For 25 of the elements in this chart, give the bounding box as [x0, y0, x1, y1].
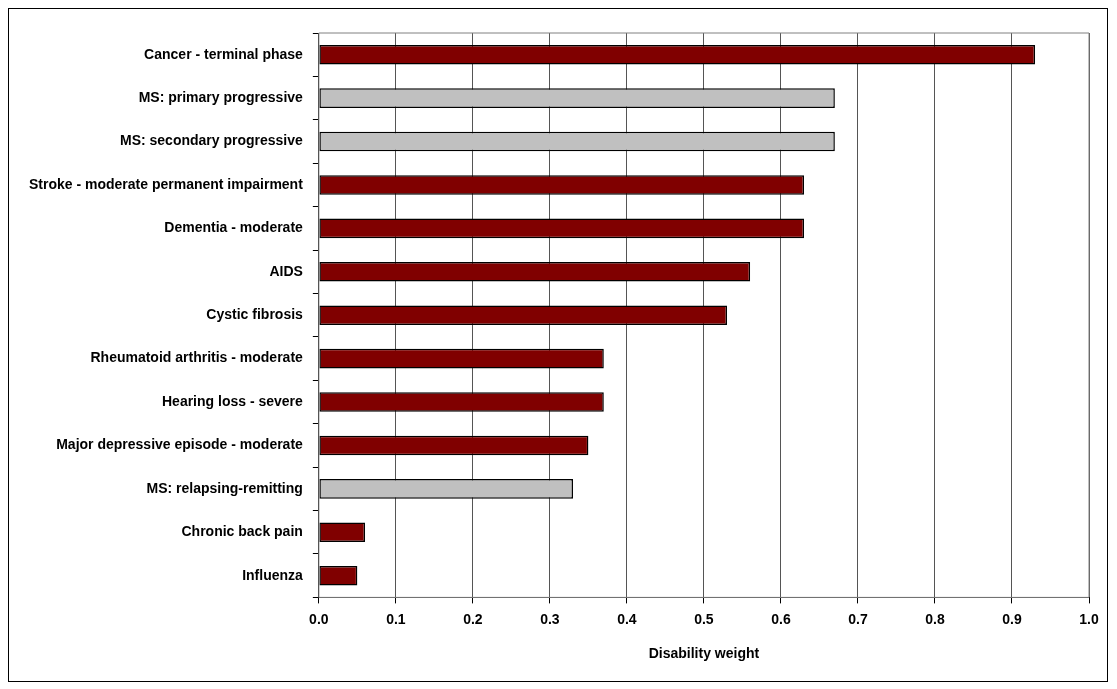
y-tick-label: Stroke - moderate permanent impairment — [28, 175, 304, 192]
y-tick-label: Cancer - terminal phase — [144, 45, 304, 62]
x-axis-title: Disability weight — [648, 645, 760, 662]
y-tick-label: MS: relapsing-remitting — [146, 479, 303, 496]
y-tick-label: Chronic back pain — [181, 523, 303, 540]
x-tick-label: 0.3 — [540, 610, 560, 627]
x-tick-label: 0.4 — [617, 610, 637, 627]
x-tick-label: 0.7 — [848, 610, 868, 627]
y-tick-label: Dementia - moderate — [164, 219, 304, 236]
y-tick-label: Cystic fibrosis — [206, 306, 304, 323]
x-tick-label: 1.0 — [1079, 610, 1099, 627]
y-tick-label: Hearing loss - severe — [161, 392, 304, 409]
y-tick-label: Major depressive episode - moderate — [56, 436, 304, 453]
y-tick-label: MS: primary progressive — [138, 88, 304, 105]
y-tick-label: Influenza — [242, 566, 304, 583]
y-tick-label: MS: secondary progressive — [119, 132, 304, 149]
x-tick-label: 0.2 — [463, 610, 483, 627]
x-tick-label: 0.1 — [386, 610, 406, 627]
x-tick-label: 0.0 — [309, 610, 329, 627]
x-tick-label: 0.9 — [1002, 610, 1022, 627]
x-tick-label: 0.8 — [925, 610, 945, 627]
x-tick-label: 0.6 — [771, 610, 791, 627]
y-tick-label: Rheumatoid arthritis - moderate — [90, 349, 304, 366]
x-tick-label: 0.5 — [694, 610, 714, 627]
y-tick-label: AIDS — [269, 262, 303, 279]
